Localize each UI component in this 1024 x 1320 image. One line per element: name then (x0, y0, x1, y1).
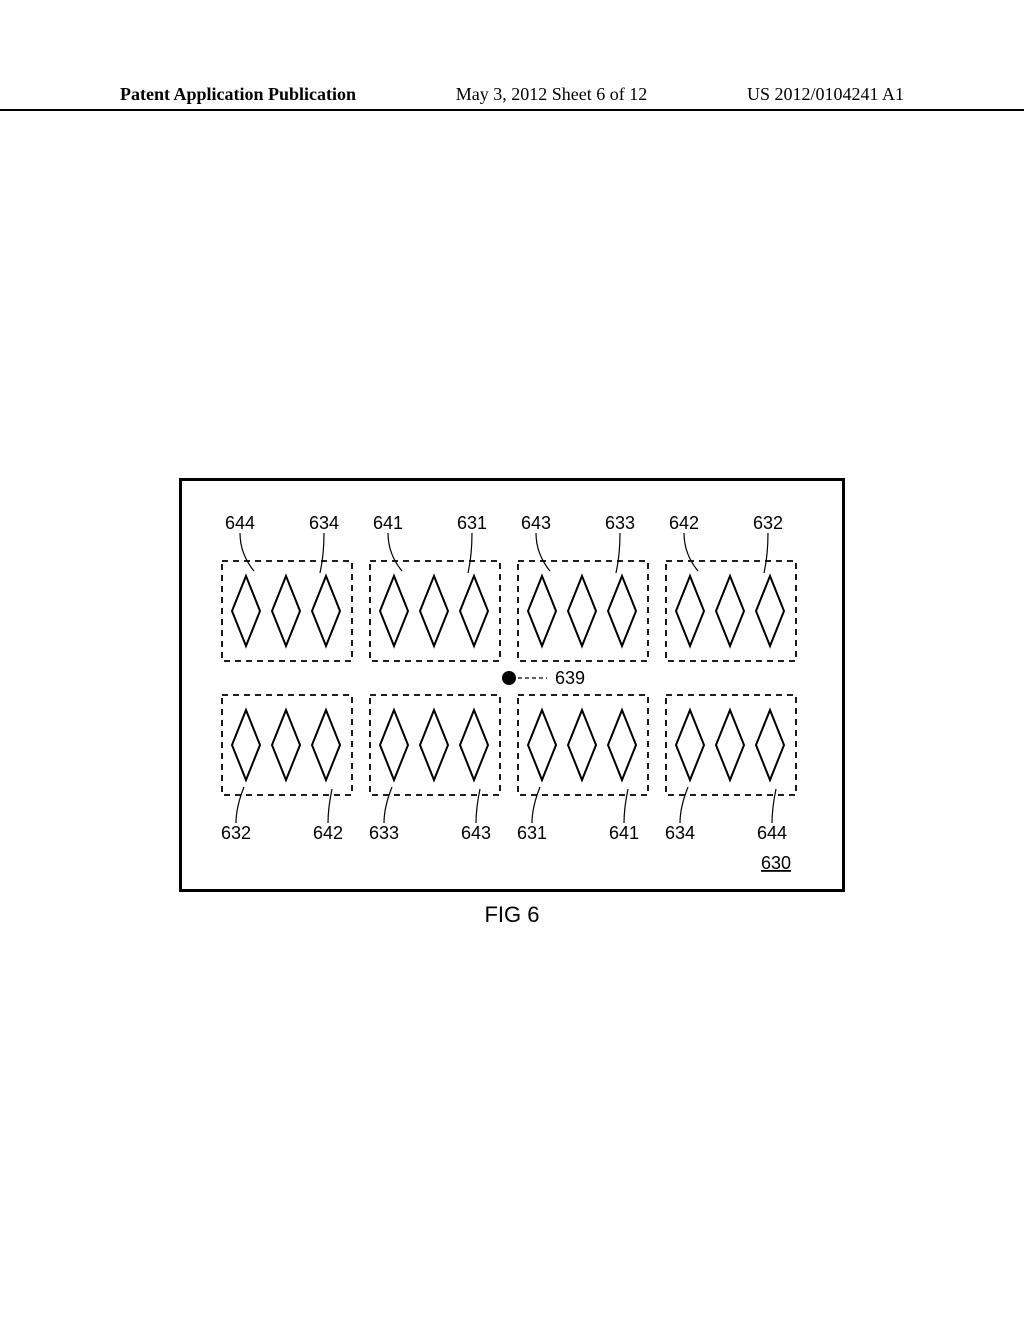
ref-label: 633 (605, 513, 635, 533)
ref-label: 642 (313, 823, 343, 843)
diamond-icon (756, 576, 784, 646)
diamond-icon (756, 710, 784, 780)
leader-line (320, 533, 324, 573)
ref-label-frame: 630 (761, 853, 791, 873)
figure-caption: FIG 6 (0, 902, 1024, 928)
diamond-icon (272, 576, 300, 646)
leader-line (772, 789, 776, 823)
leader-line (388, 533, 402, 571)
ref-label: 631 (517, 823, 547, 843)
diamond-icon (232, 576, 260, 646)
leader-line (476, 789, 480, 823)
leader-line (764, 533, 768, 573)
diamond-icon (676, 710, 704, 780)
diamond-icon (716, 710, 744, 780)
diamond-icon (568, 576, 596, 646)
diamond-icon (460, 576, 488, 646)
diamond-icon (676, 576, 704, 646)
leader-line (536, 533, 550, 571)
header-right: US 2012/0104241 A1 (747, 84, 904, 105)
ref-label: 634 (309, 513, 339, 533)
ref-label: 641 (609, 823, 639, 843)
leader-line (468, 533, 472, 573)
ref-label: 643 (461, 823, 491, 843)
page-header: Patent Application Publication May 3, 20… (0, 84, 1024, 111)
leader-line (616, 533, 620, 573)
diamond-icon (272, 710, 300, 780)
diamond-icon (380, 710, 408, 780)
ref-label: 632 (753, 513, 783, 533)
leader-line (236, 787, 244, 823)
leader-line (328, 789, 332, 823)
ref-label: 634 (665, 823, 695, 843)
leader-line (240, 533, 254, 571)
ref-label-center: 639 (555, 668, 585, 688)
diamond-icon (608, 576, 636, 646)
header-row: Patent Application Publication May 3, 20… (0, 84, 1024, 105)
ref-label: 631 (457, 513, 487, 533)
leader-line (532, 787, 540, 823)
ref-label: 644 (225, 513, 255, 533)
ref-label: 643 (521, 513, 551, 533)
diamond-icon (312, 576, 340, 646)
leader-line (684, 533, 698, 571)
diamond-icon (568, 710, 596, 780)
diamond-icon (420, 576, 448, 646)
figure-frame: 644 634 641 631 643 633 642 632 632 642 633 643 631 6… (179, 478, 845, 892)
diamond-icon (528, 710, 556, 780)
diamond-icon (528, 576, 556, 646)
center-dot-icon (502, 671, 516, 685)
header-left: Patent Application Publication (120, 84, 356, 105)
diamond-icon (460, 710, 488, 780)
ref-label: 641 (373, 513, 403, 533)
ref-label: 633 (369, 823, 399, 843)
diamond-icon (232, 710, 260, 780)
ref-label: 632 (221, 823, 251, 843)
ref-label: 644 (757, 823, 787, 843)
diamond-icon (716, 576, 744, 646)
diamond-icon (312, 710, 340, 780)
header-center: May 3, 2012 Sheet 6 of 12 (456, 84, 647, 105)
figure-svg: 644 634 641 631 643 633 642 632 632 642 633 643 631 6… (182, 481, 842, 889)
ref-label: 642 (669, 513, 699, 533)
leader-line (384, 787, 392, 823)
diamond-icon (380, 576, 408, 646)
diamond-icon (608, 710, 636, 780)
leader-line (680, 787, 688, 823)
leader-line (624, 789, 628, 823)
diamond-icon (420, 710, 448, 780)
